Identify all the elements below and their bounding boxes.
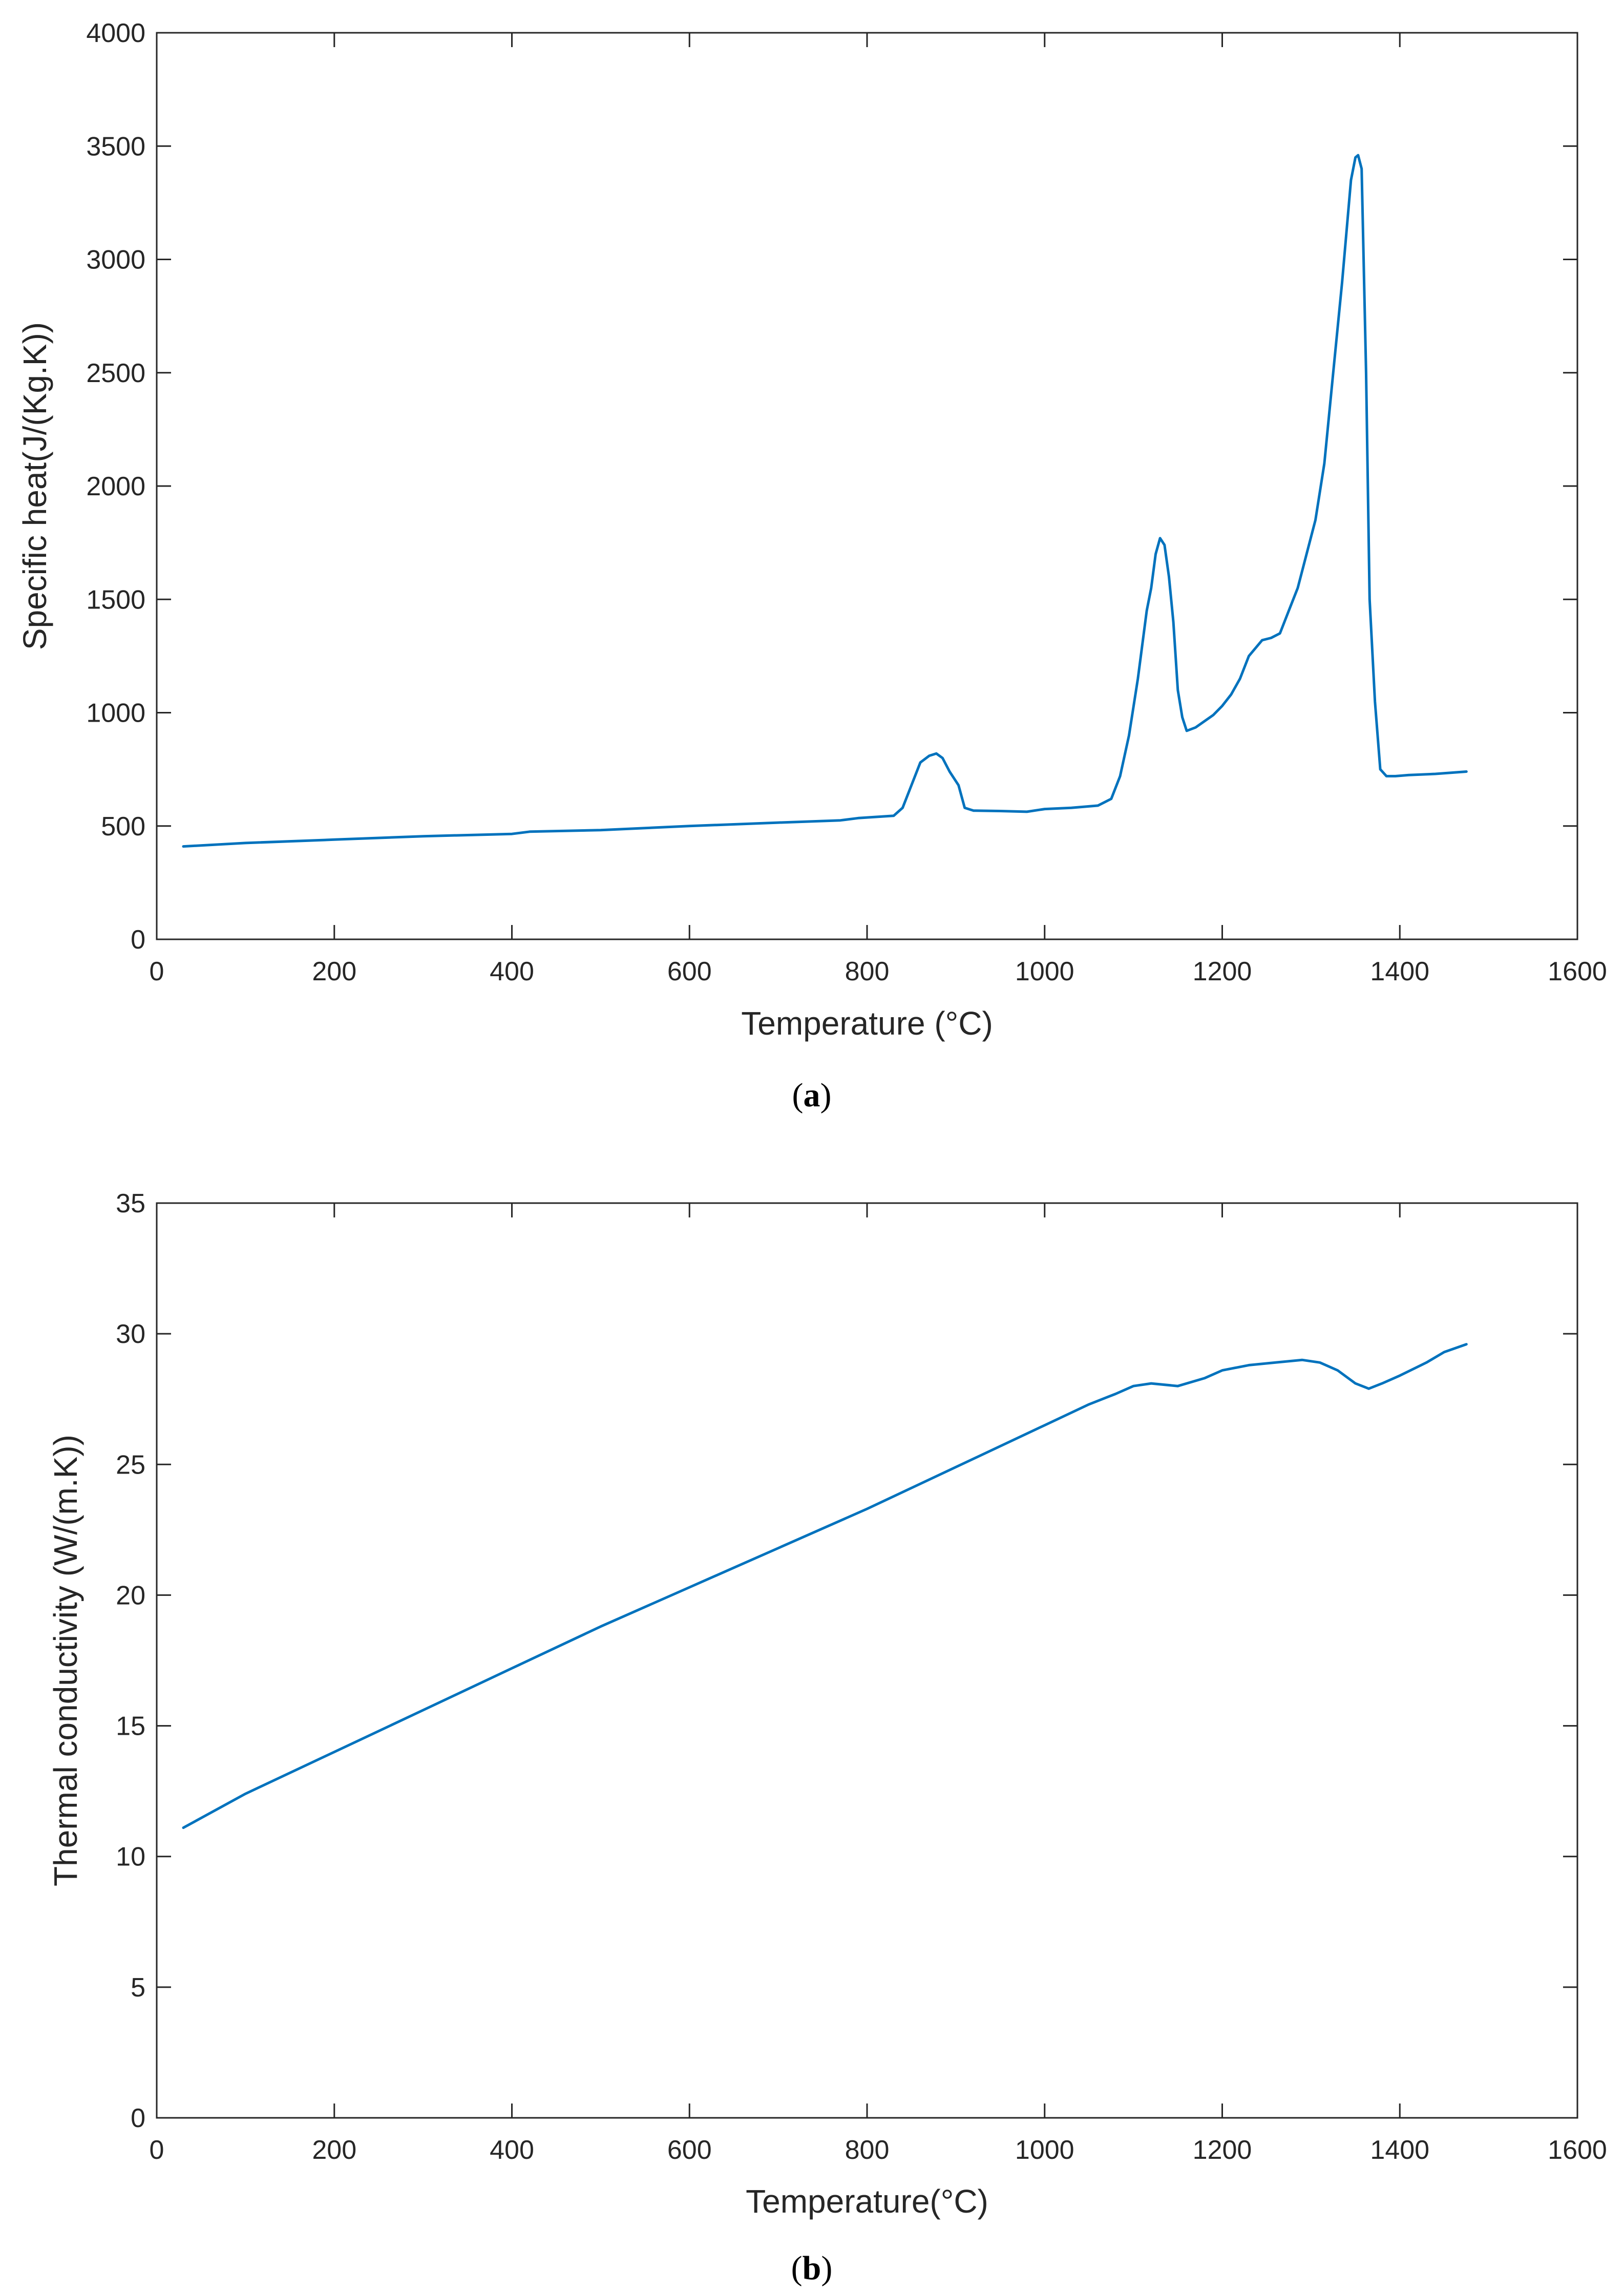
- panel-b-x-axis-title: Temperature(°C): [746, 2183, 988, 2220]
- panel-b-axes-box: [156, 1202, 1578, 2119]
- panel-b-y-tick-label: 30: [116, 1319, 145, 1349]
- panel-b-x-tick-label: 1000: [1015, 2135, 1074, 2165]
- panel-b-thermal-conductivity-chart: 0 200 400 600 800 1000 1200 1400 1600 0 5 10 15 20 25 3…: [47, 1189, 1607, 2287]
- panel-b-y-axis-title: Thermal conductivity (W/(m.K)): [47, 1435, 84, 1886]
- panel-a-x-tick-label: 1600: [1548, 957, 1607, 986]
- panel-b-y-tick-label: 15: [116, 1712, 145, 1741]
- panel-a-x-axis-title: Temperature (°C): [741, 1005, 993, 1042]
- panel-a-y-tick-label: 2000: [86, 472, 145, 501]
- panel-b-y-tick-label: 10: [116, 1842, 145, 1872]
- panel-a-label: (a): [792, 1077, 832, 1114]
- panel-a-y-tick-label: 500: [101, 812, 145, 842]
- panel-a-x-tick-label: 1400: [1370, 957, 1429, 986]
- panel-a-y-tick-label: 4000: [86, 18, 145, 48]
- panel-b-series-line: [182, 1343, 1468, 1829]
- panel-b-y-tick-label: 5: [131, 1973, 145, 2003]
- panel-a-axes-box: [156, 32, 1578, 940]
- panel-b-x-tick-label: 200: [312, 2135, 356, 2165]
- panel-a-x-tick-label: 800: [845, 957, 890, 986]
- panel-b-x-tick-label: 1600: [1548, 2135, 1607, 2165]
- panel-a-x-tick-label: 400: [490, 957, 534, 986]
- panel-a-y-tick-label: 3500: [86, 132, 145, 161]
- panel-b-y-tick-label: 20: [116, 1581, 145, 1610]
- panel-b-y-tick-label: 0: [131, 2103, 145, 2133]
- panel-b-x-tick-label: 0: [150, 2135, 164, 2165]
- panel-a-x-tick-label: 200: [312, 957, 356, 986]
- panel-a-series-line: [182, 154, 1468, 848]
- panel-a-y-axis-title: Specific heat(J/(Kg.K)): [16, 322, 53, 650]
- panel-a-x-tick-label: 600: [667, 957, 712, 986]
- panel-a-y-tick-label: 1000: [86, 699, 145, 728]
- panel-b-x-tick-label: 400: [490, 2135, 534, 2165]
- panel-b-x-tick-label: 600: [667, 2135, 712, 2165]
- panel-a-label-letter: a: [804, 1077, 820, 1114]
- panel-a-y-tick-label: 2500: [86, 359, 145, 388]
- panel-a-x-tick-label: 1000: [1015, 957, 1074, 986]
- panel-a-x-tick-label: 0: [150, 957, 164, 986]
- panel-a-y-tick-label: 0: [131, 925, 145, 955]
- panel-b-label: (b): [791, 2249, 833, 2287]
- panel-a-y-tick-label: 1500: [86, 585, 145, 615]
- panel-b-x-tick-label: 1200: [1193, 2135, 1252, 2165]
- panel-b-label-letter: b: [803, 2249, 821, 2287]
- panel-b-y-tick-label: 25: [116, 1450, 145, 1480]
- panel-b-x-tick-label: 800: [845, 2135, 890, 2165]
- panel-a-x-tick-label: 1200: [1193, 957, 1252, 986]
- panel-a-ticks: 0 200 400 600 800 1000 1200 1400 1600 0 500 1000 150…: [86, 18, 1607, 986]
- panel-a-y-tick-label: 3000: [86, 245, 145, 275]
- panel-a-specific-heat-chart: 0 200 400 600 800 1000 1200 1400 1600 0 500 1000 150…: [16, 18, 1607, 1114]
- panel-b-x-tick-label: 1400: [1370, 2135, 1429, 2165]
- panel-b-y-tick-label: 35: [116, 1189, 145, 1218]
- panel-b-ticks: 0 200 400 600 800 1000 1200 1400 1600 0 5 10 15 20 25 3…: [116, 1189, 1607, 2165]
